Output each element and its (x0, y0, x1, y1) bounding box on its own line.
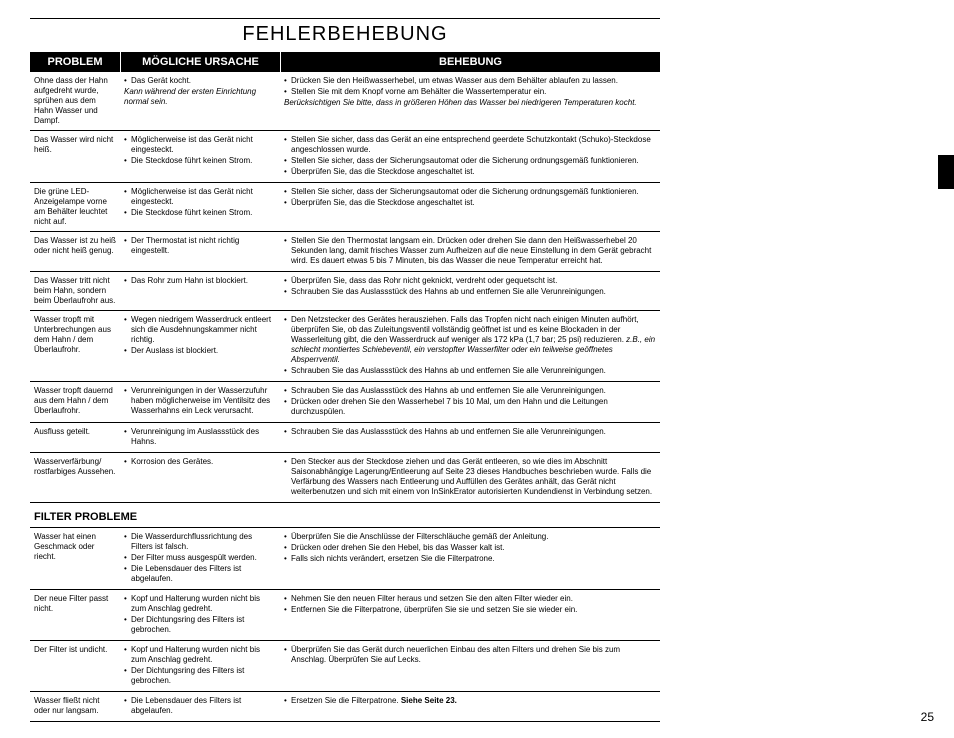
table-row: Der neue Filter passt nicht.Kopf und Hal… (30, 590, 660, 641)
cell-problem: Der Filter ist undicht. (30, 641, 120, 691)
cell-fix: Überprüfen Sie das Gerät durch neuerlich… (280, 641, 660, 691)
table-row: Das Wasser tritt nicht beim Hahn, sonder… (30, 272, 660, 311)
cell-problem: Wasser tropft dauernd aus dem Hahn / dem… (30, 382, 120, 422)
cell-fix: Nehmen Sie den neuen Filter heraus und s… (280, 590, 660, 640)
cell-cause: Kopf und Halterung wurden nicht bis zum … (120, 641, 280, 691)
cell-problem: Wasser hat einen Geschmack oder riecht. (30, 528, 120, 589)
cell-fix: Schrauben Sie das Auslassstück des Hahns… (280, 382, 660, 422)
cell-cause: Korrosion des Gerätes. (120, 453, 280, 502)
cell-cause: Verunreinigungen in der Wasserzufuhr hab… (120, 382, 280, 422)
cell-fix: Den Netzstecker des Gerätes herausziehen… (280, 311, 660, 381)
cell-cause: Der Thermostat ist nicht richtig eingest… (120, 232, 280, 271)
table-body-filter: Wasser hat einen Geschmack oder riecht.D… (30, 528, 660, 722)
header-cause: MÖGLICHE URSACHE (120, 52, 280, 72)
table-row: Wasser tropft dauernd aus dem Hahn / dem… (30, 382, 660, 423)
cell-cause: Kopf und Halterung wurden nicht bis zum … (120, 590, 280, 640)
cell-problem: Ohne dass der Hahn aufgedreht wurde, spr… (30, 72, 120, 130)
cell-problem: Das Wasser wird nicht heiß. (30, 131, 120, 182)
cell-cause: Das Gerät kocht.Kann während der ersten … (120, 72, 280, 130)
cell-problem: Wasser tropft mit Unterbrechungen aus de… (30, 311, 120, 381)
page-title: FEHLERBEHEBUNG (30, 18, 660, 52)
cell-cause: Wegen niedrigem Wasserdruck entleert sic… (120, 311, 280, 381)
cell-fix: Ersetzen Sie die Filterpatrone. Siehe Se… (280, 692, 660, 721)
cell-fix: Schrauben Sie das Auslassstück des Hahns… (280, 423, 660, 452)
table-row: Die grüne LED-Anzeigelampe vorne am Behä… (30, 183, 660, 232)
page-number: 25 (921, 710, 934, 724)
table-row: Das Wasser ist zu heiß oder nicht heiß g… (30, 232, 660, 272)
cell-cause: Die Lebensdauer des Filters ist abgelauf… (120, 692, 280, 721)
table-row: Ohne dass der Hahn aufgedreht wurde, spr… (30, 72, 660, 131)
cell-fix: Stellen Sie den Thermostat langsam ein. … (280, 232, 660, 271)
header-fix: BEHEBUNG (280, 52, 660, 72)
cell-cause: Verunreinigung im Auslassstück des Hahns… (120, 423, 280, 452)
cell-problem: Ausfluss geteilt. (30, 423, 120, 452)
cell-cause: Möglicherweise ist das Gerät nicht einge… (120, 183, 280, 231)
cell-cause: Die Wasserdurchflussrichtung des Filters… (120, 528, 280, 589)
header-problem: PROBLEM (30, 52, 120, 72)
table-row: Ausfluss geteilt.Verunreinigung im Ausla… (30, 423, 660, 453)
table-row: Wasserverfärbung/ rostfarbiges Aussehen.… (30, 453, 660, 503)
table-row: Wasser tropft mit Unterbrechungen aus de… (30, 311, 660, 382)
cell-problem: Die grüne LED-Anzeigelampe vorne am Behä… (30, 183, 120, 231)
page-tab-marker (938, 155, 954, 189)
table-row: Wasser fließt nicht oder nur langsam.Die… (30, 692, 660, 722)
cell-problem: Wasser fließt nicht oder nur langsam. (30, 692, 120, 721)
cell-cause: Das Rohr zum Hahn ist blockiert. (120, 272, 280, 310)
cell-fix: Überprüfen Sie die Anschlüsse der Filter… (280, 528, 660, 589)
table-header: PROBLEM MÖGLICHE URSACHE BEHEBUNG (30, 52, 660, 72)
cell-fix: Überprüfen Sie, dass das Rohr nicht gekn… (280, 272, 660, 310)
table-row: Das Wasser wird nicht heiß.Möglicherweis… (30, 131, 660, 183)
troubleshooting-page: FEHLERBEHEBUNG PROBLEM MÖGLICHE URSACHE … (30, 18, 660, 722)
cell-problem: Der neue Filter passt nicht. (30, 590, 120, 640)
cell-cause: Möglicherweise ist das Gerät nicht einge… (120, 131, 280, 182)
cell-problem: Wasserverfärbung/ rostfarbiges Aussehen. (30, 453, 120, 502)
table-row: Der Filter ist undicht.Kopf und Halterun… (30, 641, 660, 692)
cell-fix: Stellen Sie sicher, dass der Sicherungsa… (280, 183, 660, 231)
cell-problem: Das Wasser ist zu heiß oder nicht heiß g… (30, 232, 120, 271)
cell-fix: Den Stecker aus der Steckdose ziehen und… (280, 453, 660, 502)
cell-problem: Das Wasser tritt nicht beim Hahn, sonder… (30, 272, 120, 310)
cell-fix: Stellen Sie sicher, dass das Gerät an ei… (280, 131, 660, 182)
cell-fix: Drücken Sie den Heißwasserhebel, um etwa… (280, 72, 660, 130)
table-body: Ohne dass der Hahn aufgedreht wurde, spr… (30, 72, 660, 503)
table-row: Wasser hat einen Geschmack oder riecht.D… (30, 528, 660, 590)
section-filter-title: FILTER PROBLEME (30, 503, 660, 528)
